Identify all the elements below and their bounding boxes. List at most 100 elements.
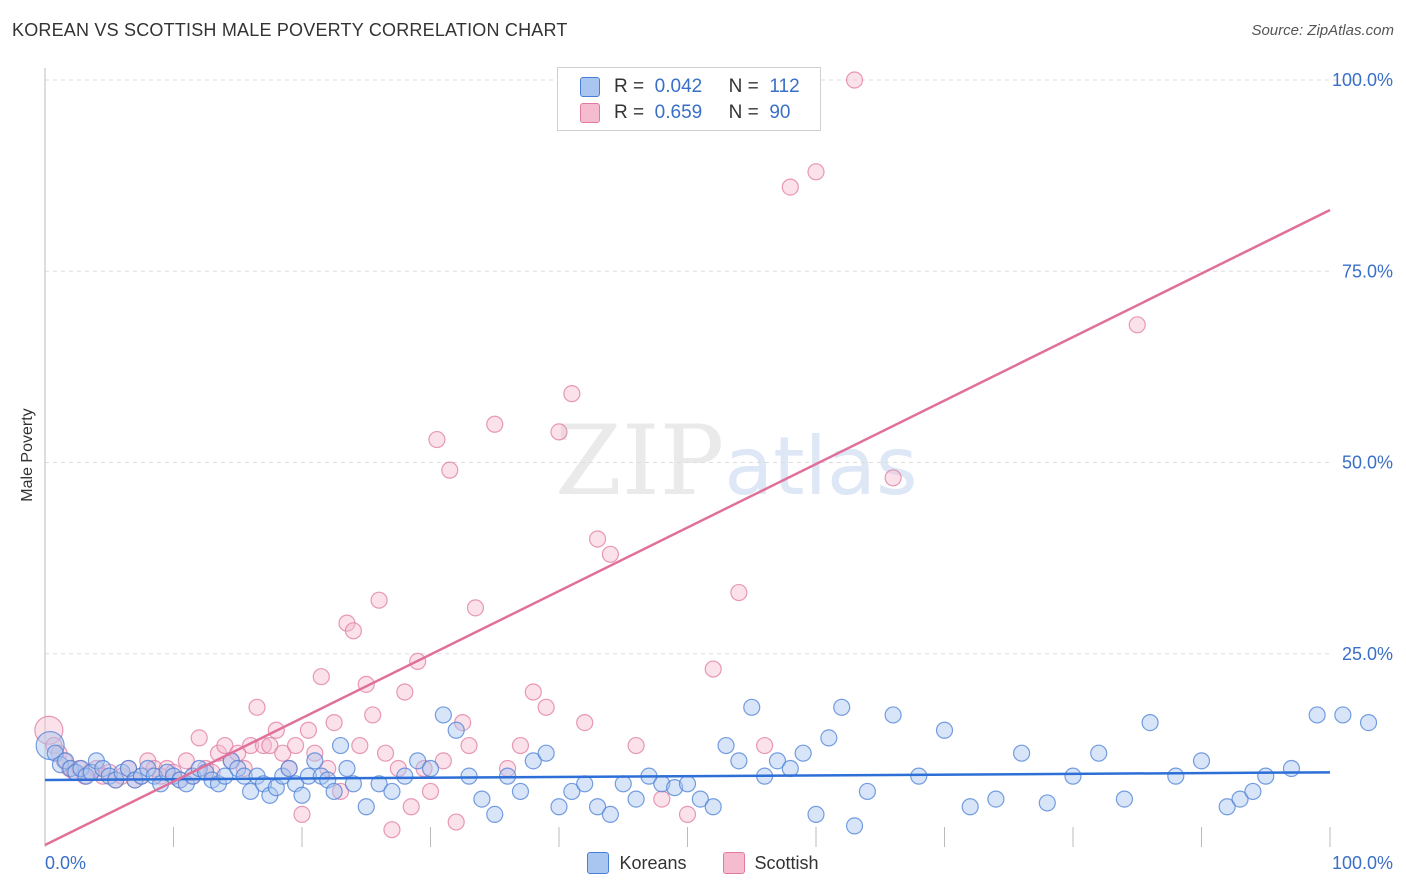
koreans-point [601, 805, 620, 824]
koreans-point [1167, 767, 1185, 785]
koreans-point [1231, 790, 1249, 808]
scottish-point [486, 415, 504, 433]
koreans-point [820, 729, 838, 747]
scottish-point [807, 163, 825, 181]
koreans-points [35, 698, 1378, 835]
koreans-point [1064, 767, 1082, 785]
scottish-trend-line [44, 208, 1331, 847]
koreans-point [383, 782, 401, 801]
scottish-point [704, 660, 722, 678]
koreans-point [1141, 713, 1159, 732]
koreans-point [987, 790, 1005, 808]
koreans-point [807, 805, 825, 824]
scottish-point [376, 744, 395, 762]
koreans-point [1038, 794, 1056, 812]
scottish-point [576, 713, 594, 732]
scottish-point [588, 530, 607, 548]
tick-label-layer: 25.0% 50.0% 75.0% 100.0% 0.0% 100.0% [45, 70, 1393, 873]
koreans-point [370, 775, 388, 793]
koreans-point [845, 817, 864, 835]
koreans-point [235, 767, 253, 785]
koreans-point [447, 721, 465, 739]
x-tick-label-max: 100.0% [1332, 853, 1393, 873]
koreans-point [1090, 744, 1108, 762]
scottish-r-value: 0.659 [654, 102, 703, 123]
source-credit: Source: ZipAtlas.com [1251, 22, 1394, 39]
koreans-point [434, 706, 452, 724]
scottish-point [755, 736, 774, 755]
scottish-r-label: R = [614, 102, 645, 123]
koreans-point [1308, 706, 1326, 724]
scottish-point [325, 713, 343, 732]
koreans-point [717, 736, 735, 755]
scottish-points [34, 71, 1146, 839]
koreans-point [357, 798, 375, 816]
koreans-swatch [580, 77, 600, 97]
koreans-point [293, 786, 311, 804]
koreans-point [627, 790, 645, 808]
y-tick-label: 50.0% [1342, 453, 1393, 473]
koreans-point [460, 767, 478, 785]
koreans-point [743, 698, 761, 716]
koreans-point [396, 767, 414, 785]
scottish-point [248, 698, 266, 716]
y-tick-label: 100.0% [1332, 70, 1393, 90]
koreans-point [331, 736, 350, 755]
legend-item-koreans[interactable]: Koreans [587, 852, 687, 874]
koreans-point [730, 752, 748, 770]
koreans-n-label: N = [728, 76, 759, 97]
scottish-point [421, 782, 440, 801]
scottish-point [293, 805, 311, 824]
scottish-point [312, 668, 330, 686]
scottish-point [177, 752, 195, 770]
koreans-point [666, 779, 684, 797]
koreans-point [794, 744, 812, 762]
koreans-point [588, 798, 607, 816]
koreans-point [1257, 767, 1275, 785]
koreans-trend-line [44, 771, 1331, 782]
scottish-point [434, 752, 452, 770]
koreans-point [563, 782, 581, 801]
axis-layer [44, 68, 1331, 847]
koreans-point [550, 798, 568, 816]
legend-item-scottish[interactable]: Scottish [722, 852, 819, 874]
watermark-zip: ZIP [555, 405, 725, 517]
scottish-point [1128, 316, 1146, 334]
scottish-point [537, 698, 555, 716]
koreans-point [537, 744, 555, 762]
scottish-point [274, 744, 292, 762]
koreans-point [704, 798, 722, 816]
koreans-point [409, 752, 427, 770]
koreans-point [1334, 706, 1352, 724]
koreans-point [1244, 782, 1262, 801]
koreans-point [935, 721, 954, 739]
scottish-point [845, 71, 864, 89]
scottish-point [402, 798, 420, 816]
scottish-point [524, 683, 542, 701]
koreans-point [781, 759, 799, 778]
grid-layer [45, 79, 1380, 655]
series-legend: Koreans Scottish [0, 852, 1406, 874]
koreans-r-label: R = [614, 76, 645, 97]
koreans-point [614, 775, 632, 793]
watermark-atlas: atlas [724, 420, 918, 513]
scottish-point [351, 736, 369, 755]
scottish-point [383, 821, 401, 839]
koreans-point [242, 782, 260, 801]
scottish-point [884, 469, 902, 487]
scottish-swatch [580, 103, 600, 123]
scottish-point [261, 736, 279, 755]
koreans-point [1218, 798, 1236, 816]
legend-row-scottish: R = 0.659 N = 90 [580, 100, 790, 126]
scottish-point [627, 736, 645, 755]
scottish-point [466, 599, 485, 617]
scottish-point [370, 591, 388, 609]
koreans-point [576, 775, 594, 793]
koreans-point [486, 805, 504, 824]
scottish-point [299, 721, 318, 739]
koreans-n-value: 112 [769, 76, 800, 97]
koreans-point [961, 798, 979, 816]
legend-row-koreans: R = 0.042 N = 112 [580, 74, 800, 100]
scottish-point [460, 736, 478, 755]
